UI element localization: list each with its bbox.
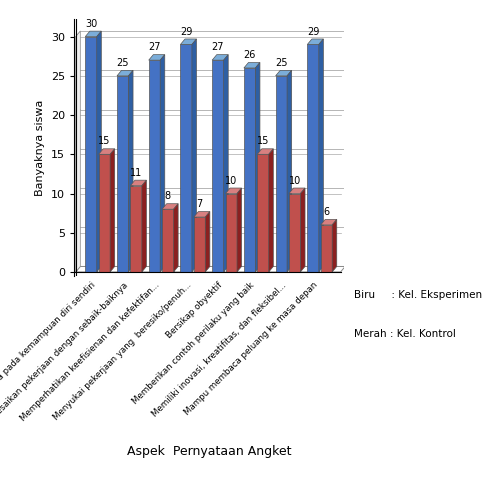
Polygon shape (149, 55, 165, 60)
Polygon shape (76, 267, 345, 272)
Polygon shape (269, 149, 274, 272)
Text: 7: 7 (196, 199, 203, 209)
Polygon shape (98, 149, 115, 154)
Polygon shape (149, 60, 160, 272)
Polygon shape (110, 149, 115, 272)
Polygon shape (117, 76, 128, 272)
Text: 26: 26 (244, 50, 256, 60)
Polygon shape (162, 204, 178, 209)
Polygon shape (212, 55, 228, 60)
Text: 25: 25 (117, 58, 129, 68)
Text: 10: 10 (289, 176, 301, 186)
Polygon shape (174, 204, 178, 272)
Polygon shape (205, 212, 210, 272)
Polygon shape (192, 39, 196, 272)
Text: 29: 29 (307, 27, 319, 37)
Polygon shape (130, 180, 147, 186)
Text: 29: 29 (180, 27, 192, 37)
Polygon shape (128, 70, 133, 272)
Polygon shape (321, 219, 337, 225)
Polygon shape (244, 62, 260, 68)
Text: 15: 15 (257, 136, 269, 147)
Text: 8: 8 (165, 191, 171, 201)
Polygon shape (257, 154, 269, 272)
Polygon shape (160, 55, 165, 272)
Text: 30: 30 (85, 19, 97, 29)
Polygon shape (225, 188, 242, 194)
Polygon shape (117, 70, 133, 76)
Polygon shape (212, 60, 224, 272)
Polygon shape (257, 149, 274, 154)
Text: Merah : Kel. Kontrol: Merah : Kel. Kontrol (354, 329, 456, 339)
Text: 27: 27 (212, 42, 224, 52)
Polygon shape (276, 70, 292, 76)
Polygon shape (85, 37, 97, 272)
Polygon shape (225, 194, 237, 272)
Polygon shape (162, 209, 174, 272)
Text: Biru     : Kel. Eksperimen: Biru : Kel. Eksperimen (354, 290, 482, 301)
Polygon shape (319, 39, 323, 272)
Text: 25: 25 (275, 58, 288, 68)
Polygon shape (181, 45, 192, 272)
Polygon shape (194, 217, 205, 272)
Text: 11: 11 (130, 168, 142, 178)
X-axis label: Aspek  Pernyataan Angket: Aspek Pernyataan Angket (127, 445, 291, 458)
Polygon shape (97, 31, 101, 272)
Text: 27: 27 (148, 42, 161, 52)
Text: 15: 15 (98, 136, 111, 147)
Polygon shape (194, 212, 210, 217)
Polygon shape (85, 31, 101, 37)
Polygon shape (142, 180, 147, 272)
Polygon shape (321, 225, 332, 272)
Polygon shape (289, 188, 305, 194)
Polygon shape (276, 76, 287, 272)
Text: 6: 6 (323, 207, 330, 217)
Polygon shape (98, 154, 110, 272)
Polygon shape (289, 194, 301, 272)
Text: 10: 10 (225, 176, 238, 186)
Polygon shape (255, 62, 260, 272)
Polygon shape (301, 188, 305, 272)
Polygon shape (308, 45, 319, 272)
Polygon shape (244, 68, 255, 272)
Polygon shape (181, 39, 196, 45)
Polygon shape (332, 219, 337, 272)
Polygon shape (308, 39, 323, 45)
Polygon shape (287, 70, 292, 272)
Polygon shape (224, 55, 228, 272)
Polygon shape (76, 31, 80, 272)
Polygon shape (237, 188, 242, 272)
Polygon shape (130, 186, 142, 272)
Y-axis label: Banyaknya siswa: Banyaknya siswa (35, 99, 45, 196)
